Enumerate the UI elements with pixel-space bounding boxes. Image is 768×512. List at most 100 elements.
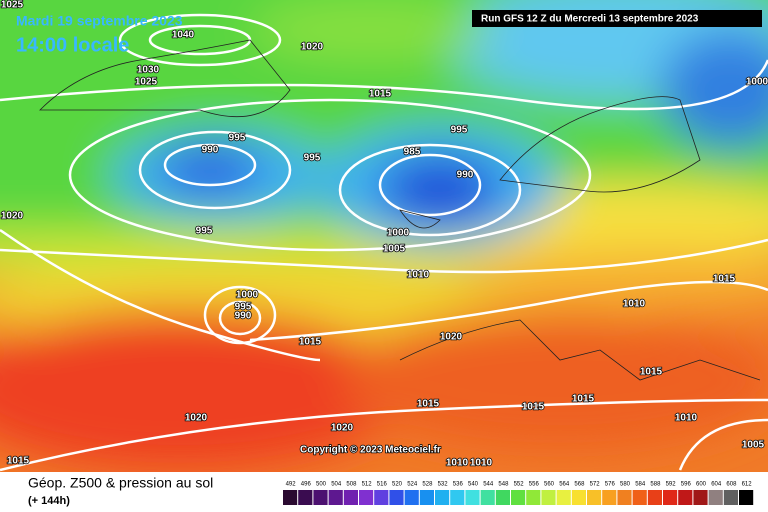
isobar-label: 1000 [746,77,768,88]
scale-swatch [374,490,389,505]
scale-swatch [678,490,693,505]
scale-label: 504 [331,482,342,488]
isobar-label: 1010 [446,458,469,469]
scale-label: 596 [681,482,692,488]
isobar-label: 1030 [137,65,160,76]
scale-label: 560 [544,482,555,488]
isobar-label: 1005 [383,244,406,255]
scale-swatch [556,490,571,505]
scale-swatch [419,490,434,505]
run-info: Run GFS 12 Z du Mercredi 13 septembre 20… [481,14,699,25]
scale-label: 592 [666,482,677,488]
scale-label: 520 [392,482,403,488]
scale-swatch [602,490,617,505]
scale-swatch [495,490,510,505]
isobar-label: 1015 [713,274,736,285]
scale-label: 492 [286,482,297,488]
scale-swatch [708,490,723,505]
scale-label: 528 [422,482,433,488]
isobar-label: 1020 [1,211,24,222]
run-box [472,10,762,27]
scale-swatch [328,490,343,505]
geopotential-field [0,0,768,470]
scale-label: 512 [362,482,373,488]
scale-swatch [480,490,495,505]
scale-swatch [663,490,678,505]
scale-label: 496 [301,482,312,488]
scale-swatch [313,490,328,505]
scale-swatch [617,490,632,505]
isobar-label: 990 [235,311,252,322]
scale-swatch [404,490,419,505]
scale-label: 612 [742,482,753,488]
scale-label: 608 [726,482,737,488]
scale-label: 584 [635,482,646,488]
isobar-label: 1015 [7,456,30,467]
scale-label: 564 [559,482,570,488]
isobars [0,13,768,472]
isobar-label: 1015 [572,394,595,405]
isobar-label: 995 [451,125,468,136]
scale-label: 604 [711,482,722,488]
scale-swatch [465,490,480,505]
scale-label: 508 [346,482,357,488]
color-scale: 492 496 500 504 508 512 516 520 524 528 532 536 540 5… [283,482,754,505]
scale-swatch [632,490,647,505]
scale-label: 568 [574,482,585,488]
isobar-label: 1015 [522,402,545,413]
isobar-label: 1025 [135,77,158,88]
scale-swatch [723,490,738,505]
scale-label: 548 [498,482,509,488]
scale-swatch [435,490,450,505]
scale-swatch [343,490,358,505]
isobar-label: 1010 [407,270,430,281]
isobar-label: 990 [202,145,219,156]
isobar-label: 995 [196,226,213,237]
isobar-label: 1000 [387,228,410,239]
isobar-labels: 1025104010201030102510159959909959959859… [0,0,768,469]
scale-swatch [389,490,404,505]
scale-swatch [693,490,708,505]
forecast-date: Mardi 19 septembre 2023 [16,13,183,29]
isobar-label: 1015 [640,367,663,378]
scale-swatch [541,490,556,505]
isobar-label: 1015 [417,399,440,410]
scale-label: 544 [483,482,494,488]
isobar-label: 1010 [470,458,493,469]
isobar-label: 1040 [172,30,195,41]
isobar-label: 1010 [623,299,646,310]
isobar-label: 1005 [742,440,765,451]
scale-swatch [571,490,586,505]
isobar-label: 1010 [675,413,698,424]
scale-label: 576 [605,482,616,488]
scale-label: 572 [590,482,601,488]
forecast-time: 14:00 locale [16,34,129,56]
scale-swatch [739,490,754,505]
scale-label: 540 [468,482,479,488]
isobar-label: 1015 [369,89,392,100]
scale-label: 532 [438,482,449,488]
isobar-label: 1020 [301,42,324,53]
isobar-label: 1020 [440,332,463,343]
scale-label: 516 [377,482,388,488]
scale-swatch [647,490,662,505]
scale-swatch [587,490,602,505]
scale-label: 588 [650,482,661,488]
scale-label: 580 [620,482,631,488]
scale-label: 536 [453,482,464,488]
scale-swatch [298,490,313,505]
scale-swatch [526,490,541,505]
scale-swatch [359,490,374,505]
footer-title: Géop. Z500 & pression au sol [28,475,213,491]
isobar-label: 1020 [331,423,354,434]
isobar-label: 1015 [299,337,322,348]
isobar-label: 990 [457,170,474,181]
scale-swatch [450,490,465,505]
isobar-label: 995 [235,302,252,313]
isobar-label: 985 [404,147,421,158]
scale-swatch [283,490,298,505]
scale-label: 556 [529,482,540,488]
copyright: Copyright © 2023 Meteociel.fr [300,445,441,456]
isobar-label: 1025 [1,0,24,11]
